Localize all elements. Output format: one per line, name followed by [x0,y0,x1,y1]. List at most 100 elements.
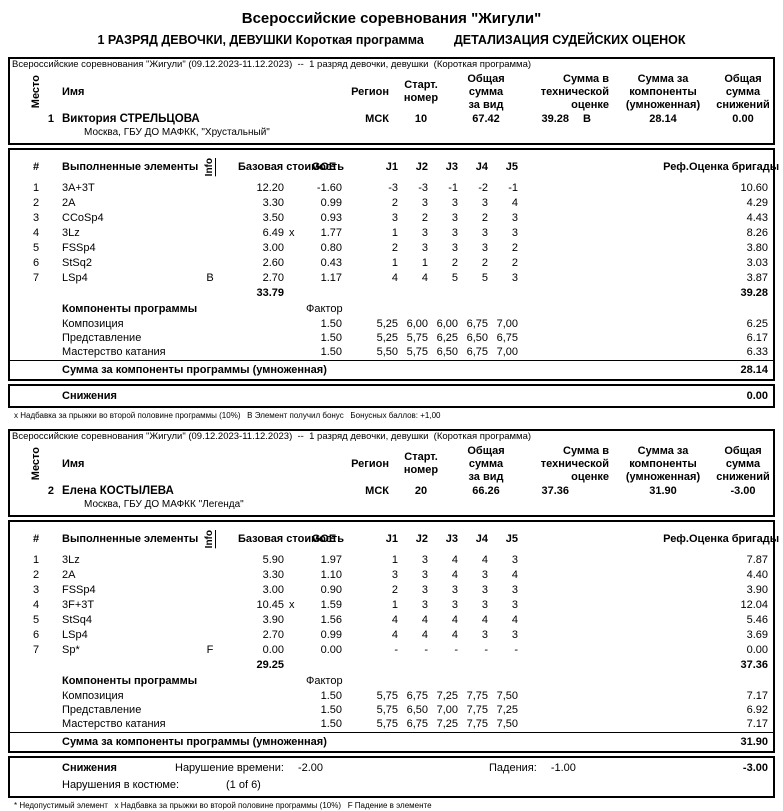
element-info-flag [192,196,228,211]
element-x-marker [284,271,306,286]
footnote: х Надбавка за прыжки во второй половине … [14,411,441,420]
element-number: 4 [32,227,40,239]
components-sum-label: Сумма за компоненты программы (умноженна… [62,364,327,376]
element-row: 7 LSp4 В 2.70 1.17 4 4 5 5 3 3.87 [10,271,773,286]
deductions-label: Снижения [62,390,117,402]
judge4-score: 2 [481,212,488,224]
skater-block-1: Всероссийские соревнования "Жигули" (09.… [8,57,779,421]
region-column-label: Регион [351,85,389,98]
element-info-flag [192,613,228,628]
skater-name: Виктория СТРЕЛЬЦОВА [62,113,200,125]
judge2-component-score: 6,00 [406,318,428,330]
component-row: Мастерство катания 1.50 5,75 6,75 7,25 7… [10,717,773,731]
judge4-score: 4 [481,554,488,566]
element-number: 6 [32,629,40,641]
element-row: 6 LSp4 2.70 0.99 4 4 4 3 3 3.69 [10,628,773,643]
time-violation-label: Нарушение времени: [175,762,284,774]
judge1-column-label: J1 [385,161,398,173]
competition-title: Всероссийские соревнования "Жигули" [241,10,542,27]
judge5-score: 3 [511,584,518,596]
element-number: 3 [32,212,40,224]
judge3-component-score: 6,50 [436,346,458,358]
components-sum-label: Сумма за компоненты программы (умноженна… [62,736,327,748]
component-factor: 1.50 [320,718,342,730]
judge1-score: 2 [391,584,398,596]
tech-bonus-flag: В [583,113,591,125]
element-goe: 0.99 [320,197,342,209]
base-value-total: 33.79 [256,287,284,299]
judge2-score: 3 [421,569,428,581]
element-row: 7 Sp* F 0.00 0.00 - - - - - 0.00 [10,643,773,658]
total-score-value: 66.26 [472,485,500,497]
judge2-score: -3 [418,182,428,194]
element-panel-score: 4.29 [746,197,768,209]
element-number: 7 [32,272,40,284]
component-row: Представление 1.50 5,25 5,75 6,25 6,50 6… [10,331,773,345]
element-base-value: 10.45 [256,599,284,611]
element-x-marker [284,181,306,196]
judge4-score: -2 [478,182,488,194]
judge3-column-label: J3 [445,533,458,545]
goe-column-label: GOE [311,533,337,545]
element-x-marker [284,553,306,568]
place-column-label: Место [29,75,42,109]
judge3-component-score: 7,25 [436,718,458,730]
judge1-score: 1 [391,554,398,566]
judge5-score: 3 [511,212,518,224]
judge5-column-label: J5 [505,533,518,545]
judge4-column-label: J4 [475,533,488,545]
component-name: Мастерство катания [62,718,166,730]
costume-violation-value: (1 of 6) [226,779,261,791]
element-x-marker [284,568,306,583]
component-row: Композиция 1.50 5,75 6,75 7,25 7,75 7,50… [10,689,773,703]
component-panel-score: 7.17 [746,718,768,730]
skater-block-2: Всероссийские соревнования "Жигули" (09.… [8,429,779,811]
component-panel-score: 6.25 [746,318,768,330]
element-base-value: 3.00 [262,242,284,254]
judge2-score: 4 [421,614,428,626]
element-name: StSq2 [62,257,92,269]
element-row: 3 FSSp4 3.00 0.90 2 3 3 3 3 3.90 [10,583,773,598]
element-goe: 0.99 [320,629,342,641]
element-name: 2A [62,197,76,209]
judge1-component-score: 5,75 [376,704,398,716]
element-x-marker [284,643,306,658]
deductions-label: Снижения [62,762,117,774]
judge5-score: 3 [511,272,518,284]
result-data-row: 1 Виктория СТРЕЛЬЦОВА Москва, ГБУ ДО МАФ… [10,113,773,143]
component-name: Композиция [62,318,124,330]
costume-violation-row: Нарушения в костюме: (1 of 6) [10,778,773,796]
number-column-label: # [32,533,40,545]
components-column-label: Сумма за компоненты (умноженная) [625,72,701,111]
judge5-component-score: 7,00 [496,318,518,330]
component-row: Композиция 1.50 5,25 6,00 6,00 6,75 7,00… [10,317,773,331]
judge2-score: 3 [421,554,428,566]
executed-elements-column-label: Выполненные элементы [62,161,199,173]
element-name: LSp4 [62,272,88,284]
element-panel-score: 8.26 [746,227,768,239]
judge1-score: 4 [391,629,398,641]
elements-header-row: # Выполненные элементы Info Базовая стои… [10,522,779,553]
component-panel-score: 6.17 [746,332,768,344]
element-info-flag: F [206,644,214,656]
element-row: 4 3Lz 6.49 x 1.77 1 3 3 3 3 8.26 [10,226,773,241]
judge1-component-score: 5,75 [376,690,398,702]
place-value: 2 [47,485,54,497]
judge1-score: 1 [391,599,398,611]
judge3-score: 3 [451,599,458,611]
judge5-component-score: 7,50 [496,690,518,702]
factor-label: Фактор [306,303,343,315]
judge1-component-score: 5,50 [376,346,398,358]
components-rows: Композиция 1.50 5,25 6,00 6,00 6,75 7,00… [10,317,773,359]
element-info-flag [192,256,228,271]
judge1-component-score: 5,25 [376,318,398,330]
element-name: FSSp4 [62,242,96,254]
judge4-component-score: 6,75 [466,318,488,330]
judge1-score: 1 [391,227,398,239]
components-sum-row: Сумма за компоненты программы (умноженна… [10,360,773,379]
elements-totals-row: 33.79 39.28 [10,286,773,301]
elements-totals-row: 29.25 37.36 [10,658,773,673]
judge4-score: 3 [481,569,488,581]
element-base-value: 2.70 [262,272,284,284]
element-x-marker [284,196,306,211]
